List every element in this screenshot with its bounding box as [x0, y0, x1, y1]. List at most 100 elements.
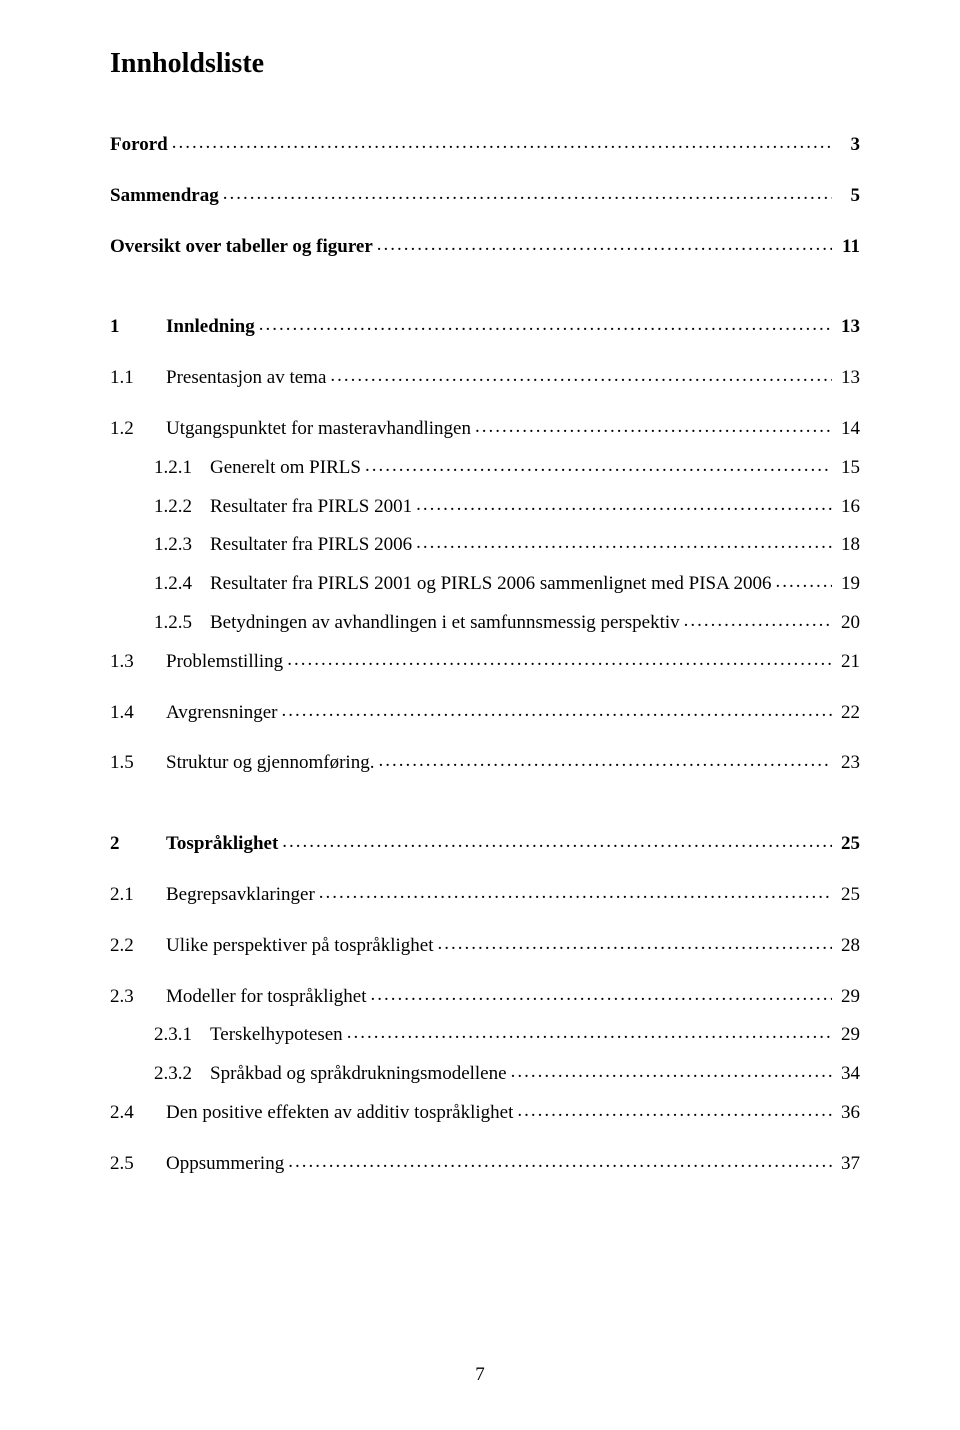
toc-entry-page: 20 [832, 612, 860, 635]
toc-entry: 1.2.3Resultater fra PIRLS 2006..........… [110, 534, 860, 557]
toc-leader-dots: ........................................… [347, 1022, 832, 1045]
toc-entry-label: Oppsummering [166, 1153, 288, 1176]
toc-entry: 1.2.5Betydningen av avhandlingen i et sa… [110, 612, 860, 635]
toc-entry-label: Terskelhypotesen [210, 1024, 347, 1047]
toc-entry-prefix: 2.1 [110, 884, 166, 907]
toc-entry-page: 25 [832, 833, 860, 856]
toc-entry-prefix: 1.2.3 [154, 534, 210, 557]
toc-entry-label: Struktur og gjennomføring. [166, 752, 378, 775]
toc-entry-prefix: 2.2 [110, 935, 166, 958]
toc-leader-dots: ........................................… [517, 1100, 832, 1123]
toc-leader-dots: ........................................… [319, 882, 832, 905]
toc-entry-page: 3 [832, 134, 860, 157]
toc-entry-label: Den positive effekten av additiv tospråk… [166, 1102, 517, 1125]
toc-entry-prefix: 1.4 [110, 702, 166, 725]
toc-leader-dots: ........................................… [287, 649, 832, 672]
toc-entry: Forord..................................… [110, 134, 860, 157]
toc-leader-dots: ........................................… [282, 700, 832, 723]
toc-entry-page: 37 [832, 1153, 860, 1176]
toc-entry-page: 25 [832, 884, 860, 907]
toc-entry: 1.2.2Resultater fra PIRLS 2001..........… [110, 496, 860, 519]
toc-entry-label: Modeller for tospråklighet [166, 986, 371, 1009]
toc-entry-prefix: 2.4 [110, 1102, 166, 1125]
toc-entry-prefix: 1.2.1 [154, 457, 210, 480]
toc-entry-label: Utgangspunktet for masteravhandlingen [166, 418, 475, 441]
toc-entry-page: 14 [832, 418, 860, 441]
toc-leader-dots: ........................................… [378, 750, 832, 773]
toc-entry: 1Innledning.............................… [110, 316, 860, 339]
table-of-contents: Forord..................................… [110, 134, 860, 1176]
toc-leader-dots: ........................................… [416, 494, 832, 517]
toc-entry-prefix: 1 [110, 316, 166, 339]
toc-entry: 2Tospråklighet..........................… [110, 833, 860, 856]
page-number: 7 [0, 1364, 960, 1386]
toc-entry: 2.2Ulike perspektiver på tospråklighet..… [110, 935, 860, 958]
toc-entry-page: 21 [832, 651, 860, 674]
toc-entry-page: 13 [832, 316, 860, 339]
toc-entry-prefix: 1.2.5 [154, 612, 210, 635]
toc-leader-dots: ........................................… [330, 365, 832, 388]
toc-entry-page: 18 [832, 534, 860, 557]
toc-entry-page: 15 [832, 457, 860, 480]
page-title: Innholdsliste [110, 48, 860, 80]
toc-entry-prefix: 1.2 [110, 418, 166, 441]
toc-entry-label: Generelt om PIRLS [210, 457, 365, 480]
toc-entry: 1.4Avgrensninger........................… [110, 702, 860, 725]
toc-entry: Sammendrag..............................… [110, 185, 860, 208]
toc-entry-label: Ulike perspektiver på tospråklighet [166, 935, 438, 958]
toc-entry-prefix: 2.3 [110, 986, 166, 1009]
toc-entry-label: Oversikt over tabeller og figurer [110, 236, 377, 259]
toc-entry: 2.4Den positive effekten av additiv tosp… [110, 1102, 860, 1125]
toc-entry-prefix: 1.2.2 [154, 496, 210, 519]
toc-entry-page: 11 [832, 236, 860, 259]
toc-entry-prefix: 1.5 [110, 752, 166, 775]
toc-entry-label: Resultater fra PIRLS 2001 og PIRLS 2006 … [210, 573, 776, 596]
toc-entry-label: Sammendrag [110, 185, 223, 208]
toc-entry: 2.3.1Terskelhypotesen...................… [110, 1024, 860, 1047]
toc-entry-label: Resultater fra PIRLS 2006 [210, 534, 416, 557]
toc-leader-dots: ........................................… [259, 314, 832, 337]
toc-entry-page: 13 [832, 367, 860, 390]
toc-entry-label: Språkbad og språkdrukningsmodellene [210, 1063, 511, 1086]
toc-entry-prefix: 2.3.2 [154, 1063, 210, 1086]
toc-entry-page: 23 [832, 752, 860, 775]
toc-entry-page: 34 [832, 1063, 860, 1086]
toc-entry: 1.5Struktur og gjennomføring............… [110, 752, 860, 775]
toc-entry-label: Presentasjon av tema [166, 367, 330, 390]
toc-entry-page: 22 [832, 702, 860, 725]
toc-entry-page: 29 [832, 986, 860, 1009]
toc-entry-label: Avgrensninger [166, 702, 282, 725]
toc-entry-page: 36 [832, 1102, 860, 1125]
toc-entry-prefix: 1.3 [110, 651, 166, 674]
toc-leader-dots: ........................................… [511, 1061, 832, 1084]
toc-entry-prefix: 1.1 [110, 367, 166, 390]
toc-entry-prefix: 2.5 [110, 1153, 166, 1176]
toc-entry-prefix: 1.2.4 [154, 573, 210, 596]
toc-entry-label: Betydningen av avhandlingen i et samfunn… [210, 612, 684, 635]
toc-entry-page: 16 [832, 496, 860, 519]
toc-entry-label: Tospråklighet [166, 833, 282, 856]
toc-entry-prefix: 2.3.1 [154, 1024, 210, 1047]
toc-entry-label: Forord [110, 134, 172, 157]
toc-leader-dots: ........................................… [288, 1151, 832, 1174]
toc-entry: 2.3Modeller for tospråklighet...........… [110, 986, 860, 1009]
toc-leader-dots: ........................................… [377, 234, 832, 257]
toc-leader-dots: ........................................… [282, 831, 832, 854]
toc-leader-dots: ........................................… [475, 416, 832, 439]
toc-leader-dots: ........................................… [223, 183, 832, 206]
toc-leader-dots: ........................................… [776, 571, 832, 594]
toc-leader-dots: ........................................… [438, 933, 832, 956]
toc-entry: 1.2Utgangspunktet for masteravhandlingen… [110, 418, 860, 441]
toc-entry: Oversikt over tabeller og figurer.......… [110, 236, 860, 259]
toc-entry: 1.1Presentasjon av tema.................… [110, 367, 860, 390]
toc-entry: 2.1Begrepsavklaringer...................… [110, 884, 860, 907]
toc-leader-dots: ........................................… [684, 610, 832, 633]
toc-leader-dots: ........................................… [172, 132, 832, 155]
toc-entry-page: 19 [832, 573, 860, 596]
toc-entry: 1.3Problemstilling......................… [110, 651, 860, 674]
toc-entry-page: 28 [832, 935, 860, 958]
toc-entry-prefix: 2 [110, 833, 166, 856]
toc-entry: 2.5Oppsummering.........................… [110, 1153, 860, 1176]
toc-entry-page: 5 [832, 185, 860, 208]
toc-entry: 2.3.2Språkbad og språkdrukningsmodellene… [110, 1063, 860, 1086]
